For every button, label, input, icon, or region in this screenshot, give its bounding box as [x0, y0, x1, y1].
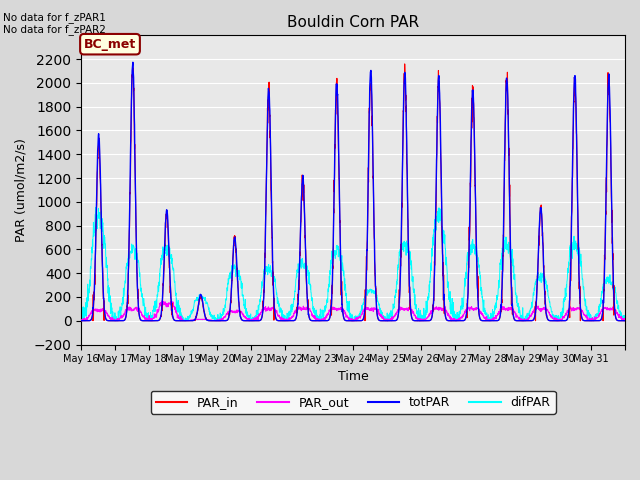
- PAR_in: [77, 318, 85, 324]
- PAR_out: [517, 317, 525, 323]
- PAR_in: [386, 318, 394, 324]
- difPAR: [92, 204, 100, 210]
- difPAR: [621, 314, 629, 320]
- totPAR: [386, 318, 394, 324]
- PAR_out: [621, 316, 629, 322]
- PAR_in: [401, 61, 408, 67]
- PAR_out: [78, 318, 86, 324]
- Line: difPAR: difPAR: [81, 207, 625, 321]
- Line: totPAR: totPAR: [81, 62, 625, 321]
- difPAR: [77, 318, 85, 324]
- PAR_in: [89, 318, 97, 324]
- PAR_out: [158, 298, 166, 304]
- totPAR: [548, 318, 556, 324]
- PAR_out: [77, 318, 85, 324]
- totPAR: [614, 318, 621, 324]
- PAR_out: [548, 314, 556, 320]
- Text: BC_met: BC_met: [84, 38, 136, 51]
- PAR_in: [548, 318, 556, 324]
- difPAR: [386, 311, 394, 317]
- PAR_in: [614, 318, 621, 324]
- Text: No data for f_zPAR1: No data for f_zPAR1: [3, 12, 106, 23]
- Text: No data for f_zPAR2: No data for f_zPAR2: [3, 24, 106, 35]
- difPAR: [132, 254, 140, 260]
- totPAR: [621, 318, 629, 324]
- difPAR: [548, 309, 556, 315]
- Line: PAR_out: PAR_out: [81, 301, 625, 321]
- totPAR: [179, 318, 187, 324]
- PAR_in: [517, 318, 525, 324]
- Y-axis label: PAR (umol/m2/s): PAR (umol/m2/s): [15, 138, 28, 242]
- PAR_out: [386, 317, 394, 323]
- PAR_out: [250, 318, 257, 324]
- totPAR: [129, 60, 137, 65]
- Legend: PAR_in, PAR_out, totPAR, difPAR: PAR_in, PAR_out, totPAR, difPAR: [150, 391, 556, 414]
- totPAR: [77, 318, 85, 324]
- totPAR: [250, 318, 257, 324]
- X-axis label: Time: Time: [338, 370, 369, 383]
- PAR_in: [621, 318, 629, 324]
- Line: PAR_in: PAR_in: [81, 64, 625, 321]
- difPAR: [614, 299, 621, 304]
- totPAR: [517, 318, 525, 324]
- difPAR: [517, 312, 525, 318]
- totPAR: [132, 202, 140, 207]
- Title: Bouldin Corn PAR: Bouldin Corn PAR: [287, 15, 419, 30]
- PAR_in: [132, 214, 140, 219]
- PAR_in: [249, 318, 257, 324]
- PAR_out: [614, 311, 621, 317]
- difPAR: [249, 316, 257, 322]
- PAR_out: [132, 304, 140, 310]
